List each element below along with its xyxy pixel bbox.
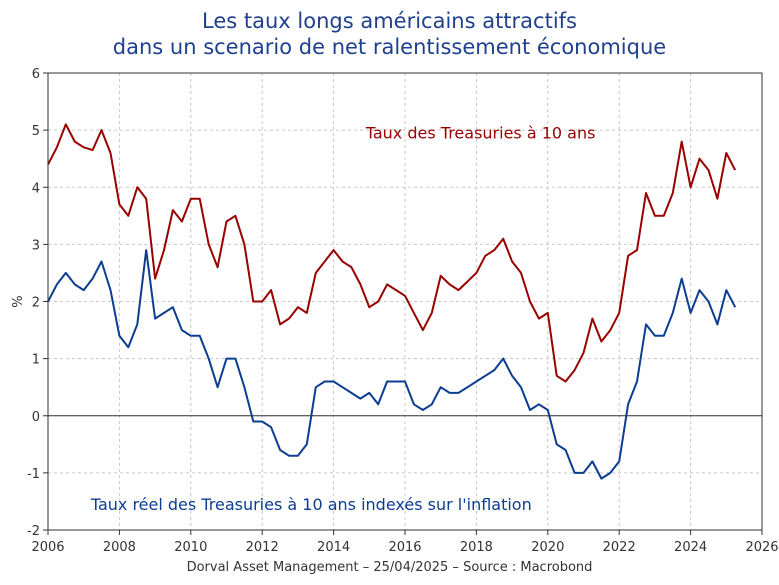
y-tick-label-2: 2 [32,296,40,311]
series-annotation-1: Taux réel des Treasuries à 10 ans indexé… [90,495,532,514]
chart-title-line-1: Les taux longs américains attractifs [202,9,577,33]
y-tick-label-0: 0 [32,410,40,425]
chart-title-line-2: dans un scenario de net ralentissement é… [112,35,667,59]
y-axis-ticks: -2 -1 0 1 2 3 4 5 6 [27,67,48,539]
x-tick-label-2014: 2014 [317,540,350,555]
series-line-0 [47,123,737,383]
series-lines [47,123,737,480]
x-tick-label-2008: 2008 [103,540,136,555]
x-tick-label-2010: 2010 [174,540,207,555]
x-tick-label-2018: 2018 [460,540,493,555]
chart-title: Les taux longs américains attractifs dan… [0,8,779,60]
x-axis-ticks: 2006 2008 2010 2012 2014 2016 2018 2020 2022 2024… [31,530,779,555]
y-tick-label-3: 3 [32,238,40,253]
x-tick-label-2022: 2022 [603,540,636,555]
source-footer: Dorval Asset Management – 25/04/2025 – S… [186,560,593,575]
x-tick-label-2016: 2016 [388,540,421,555]
x-tick-label-2012: 2012 [246,540,279,555]
y-tick-label-6: 6 [32,67,40,82]
series-annotation-0: Taux des Treasuries à 10 ans [365,124,596,143]
y-axis-label: % [11,295,26,307]
y-tick-label--2: -2 [27,524,40,539]
series-line-1 [47,249,737,480]
y-tick-label--1: -1 [27,467,40,482]
series-annotations: Taux des Treasuries à 10 ans Taux réel de… [90,124,596,514]
y-tick-label-5: 5 [32,124,40,139]
x-tick-label-2026: 2026 [745,540,778,555]
x-tick-label-2020: 2020 [531,540,564,555]
y-tick-label-1: 1 [32,353,40,368]
x-tick-label-2024: 2024 [674,540,707,555]
y-tick-label-4: 4 [32,181,40,196]
x-tick-label-2006: 2006 [31,540,64,555]
